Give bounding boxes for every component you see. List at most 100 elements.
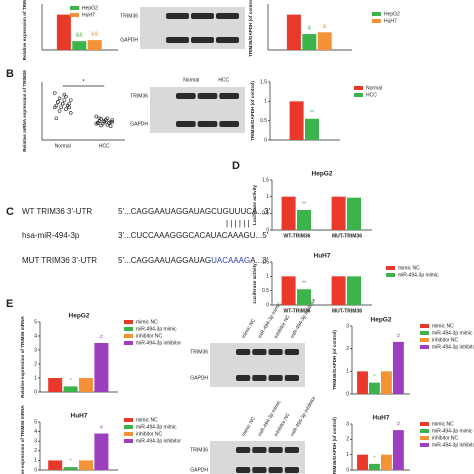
bar	[79, 460, 93, 470]
lane-label: HCC	[218, 77, 229, 83]
legend-label: Normal	[366, 85, 382, 91]
y-tick-label: 1.5	[260, 79, 267, 85]
data-point	[97, 116, 102, 121]
data-point	[64, 107, 68, 111]
legend-label: HuH7	[384, 18, 397, 24]
legend-label: mimic NC	[432, 323, 454, 329]
pairing: | | | | | |	[226, 219, 250, 228]
data-point	[67, 105, 71, 110]
data-point	[52, 105, 57, 110]
data-point	[68, 111, 73, 115]
y-axis-label: TRIM36/GAPDH (of control)	[332, 417, 337, 474]
y-tick-label: 1	[266, 194, 269, 200]
bar	[317, 32, 332, 50]
y-tick-label: 0.5	[262, 211, 269, 217]
y-tick-label: 3	[34, 439, 37, 445]
band	[268, 375, 283, 381]
legend-label: miR-494-3p mimic	[432, 428, 473, 434]
y-tick-label: 0	[346, 391, 349, 397]
bar	[302, 34, 317, 50]
band	[216, 13, 239, 19]
band-label: TRIM36	[190, 349, 208, 355]
y-tick-label: 5	[34, 419, 37, 425]
legend-label: miR-494-3p inhibitor	[136, 438, 181, 444]
legend-swatch	[420, 331, 429, 335]
y-axis-label: TRIM36/GAPDH (of control)	[332, 330, 337, 390]
legend-swatch	[372, 19, 381, 23]
y-axis-label: TRIM36/GAPDH (of control)	[248, 0, 253, 57]
legend-label: mimic NC	[432, 421, 454, 427]
band-label: GAPDH	[190, 375, 208, 381]
data-point	[94, 114, 99, 119]
band	[236, 467, 251, 473]
band-label: GAPDH	[130, 121, 148, 127]
band	[268, 447, 283, 453]
y-tick-label: 5	[34, 319, 37, 325]
y-axis-label: Relative expression of TRIM36	[22, 0, 27, 60]
bar	[369, 463, 380, 470]
legend-label: miR-494-3p mimic	[398, 272, 439, 278]
seq: 3'...CUCCAAAGGGCACAUACAAAGU...5'	[118, 231, 269, 240]
legend-swatch	[420, 324, 429, 328]
bar	[72, 41, 87, 50]
band	[219, 121, 239, 127]
y-tick-label: 2	[34, 448, 37, 454]
band	[216, 37, 239, 43]
data-point	[56, 100, 60, 104]
significance: &	[307, 26, 311, 32]
y-tick-label: 1	[266, 274, 269, 280]
legend-swatch	[354, 86, 363, 90]
y-tick-label: 0	[264, 137, 267, 143]
band	[284, 447, 299, 453]
significance: #	[100, 334, 104, 340]
band	[191, 13, 214, 19]
x-tick-label: Normal	[55, 143, 71, 149]
band	[197, 93, 218, 99]
legend-swatch	[70, 13, 79, 17]
band	[252, 467, 267, 473]
band	[219, 93, 239, 99]
y-tick-label: 1	[34, 458, 37, 464]
chart-title: HuH7	[71, 413, 88, 420]
legend-label: miR-494-3p mimic	[432, 330, 473, 336]
bar	[357, 371, 368, 394]
data-point	[68, 98, 73, 102]
y-tick-label: 0	[346, 467, 349, 473]
y-tick-label: 4	[34, 429, 37, 435]
legend-swatch	[372, 12, 381, 16]
y-tick-label: 1	[346, 369, 349, 375]
band	[197, 121, 218, 127]
legend-swatch	[124, 334, 133, 338]
bar	[369, 382, 380, 394]
bar	[281, 196, 296, 230]
band-label: TRIM36	[120, 13, 138, 19]
bar	[297, 210, 311, 230]
data-point	[108, 124, 113, 129]
lane-label: mimic NC	[241, 416, 257, 438]
legend-label: inhibitor NC	[136, 431, 163, 437]
panel-letter: B	[6, 68, 14, 80]
band	[252, 375, 267, 381]
y-tick-label: 0.5	[260, 118, 267, 124]
significance: *	[70, 378, 73, 384]
chart-title: HepG2	[371, 317, 392, 324]
significance: #	[100, 425, 104, 431]
y-tick-label: 2	[346, 437, 349, 443]
significance: *	[70, 459, 73, 465]
legend-swatch	[124, 432, 133, 436]
legend-swatch	[124, 418, 133, 422]
legend-swatch	[124, 327, 133, 331]
bar	[392, 341, 404, 394]
y-tick-label: 1	[346, 452, 349, 458]
significance: *	[82, 80, 85, 86]
legend-swatch	[420, 443, 429, 447]
y-tick-label: 2	[346, 346, 349, 352]
y-axis-label: Relative expression of TRIM36 mRNA	[20, 315, 25, 397]
chart-title: HuH7	[314, 253, 331, 260]
x-tick-label: WT-TRIM36	[284, 308, 311, 314]
legend-label: HepG2	[384, 11, 400, 17]
data-point	[105, 122, 110, 127]
bar	[286, 14, 301, 50]
data-point	[54, 116, 59, 121]
